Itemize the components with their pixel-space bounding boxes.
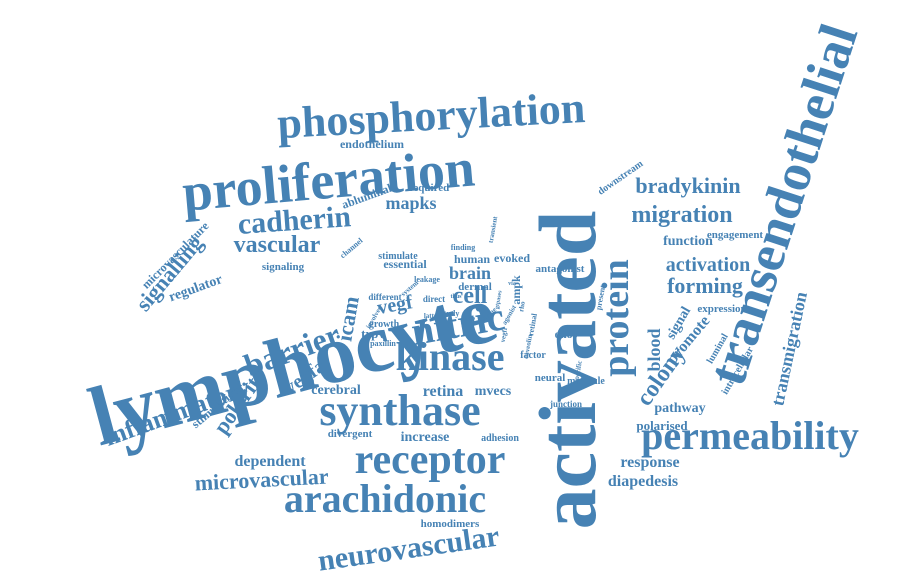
- word-polarised: polarised: [636, 418, 688, 433]
- word-vascular: vascular: [234, 232, 321, 258]
- word-synthase: synthase: [319, 386, 480, 435]
- word-pathway: pathway: [654, 401, 705, 416]
- word-latter: latter: [424, 312, 440, 320]
- word-permeability: permeability: [641, 413, 859, 458]
- word-also: also: [465, 316, 475, 322]
- word-different: different: [368, 292, 401, 302]
- word-direct: direct: [423, 294, 445, 304]
- word-dermal: dermal: [458, 281, 492, 293]
- word-cerebral: cerebral: [311, 383, 361, 398]
- word-molecule: molecule: [567, 376, 605, 387]
- word-finding: finding: [451, 243, 475, 252]
- word-cadherin: cadherin: [237, 200, 353, 241]
- word-bradykinin: bradykinin: [635, 173, 740, 198]
- word-present: present: [594, 284, 607, 311]
- word-transient: transient: [487, 215, 500, 243]
- word-blood: blood: [644, 328, 664, 371]
- word-kinase: kinase: [396, 334, 505, 379]
- word-activation: activation: [666, 254, 750, 276]
- word-protein: protein: [595, 259, 637, 377]
- word-adhesion: adhesion: [481, 433, 519, 444]
- word-phosphorylation: phosphorylation: [276, 83, 586, 148]
- word-diapedesis: diapedesis: [608, 473, 678, 490]
- word-cell: cell: [453, 283, 488, 309]
- word-migration: migration: [631, 202, 732, 228]
- word-mapks: mapks: [385, 193, 436, 213]
- word-response: response: [620, 454, 679, 471]
- word-arachidonic: arachidonic: [284, 476, 486, 521]
- word-signaling: signaling: [262, 261, 305, 273]
- word-specific: specific: [572, 360, 584, 383]
- word-engagement: engagement: [707, 229, 764, 241]
- word-study: study: [441, 309, 460, 318]
- word-rho: rho: [517, 300, 527, 312]
- word-vegfr: vegfr: [499, 326, 510, 343]
- word-dependent: dependent: [234, 453, 306, 470]
- word-junction: junction: [549, 399, 582, 409]
- word-factor: factor: [520, 350, 546, 361]
- word-forming: forming: [667, 273, 743, 298]
- word-homodimers: homodimers: [421, 518, 480, 530]
- word-gtpases: gtpases: [494, 289, 503, 309]
- word-thus: thus: [450, 294, 462, 300]
- word-channel: channel: [338, 236, 365, 261]
- word-growth: growth: [369, 319, 400, 330]
- word-cloud-words: lymphocyte activated transendothelialproli…: [80, 17, 869, 573]
- word-retina: retina: [423, 383, 464, 400]
- word-stimulate: stimulate: [378, 251, 418, 262]
- word-leakage: leakage: [414, 275, 440, 284]
- word-antagonist: antagonist: [536, 263, 585, 275]
- word-neural: neural: [535, 372, 566, 384]
- word-brain: brain: [449, 263, 491, 283]
- word-increase: increase: [401, 430, 450, 445]
- word-via: via: [508, 281, 516, 287]
- word-expression: expression: [697, 303, 746, 315]
- word-paxillin: paxillin: [370, 339, 396, 348]
- word-enos: enos: [555, 327, 578, 341]
- word-required: required: [409, 182, 450, 194]
- word-human: human: [454, 252, 490, 266]
- word-evoked: evoked: [494, 251, 530, 265]
- word-trpv: trpv: [361, 326, 385, 341]
- word-endothelium: endothelium: [340, 137, 404, 151]
- word-essential: essential: [383, 257, 427, 271]
- word-mvecs: mvecs: [475, 384, 512, 399]
- word-retinal: retinal: [526, 312, 539, 337]
- word-ampk: ampk: [509, 275, 523, 305]
- word-receptor: receptor: [355, 437, 506, 483]
- word-divergent: divergent: [328, 428, 373, 440]
- word-activated: activated: [522, 211, 613, 530]
- word-function: function: [663, 234, 713, 249]
